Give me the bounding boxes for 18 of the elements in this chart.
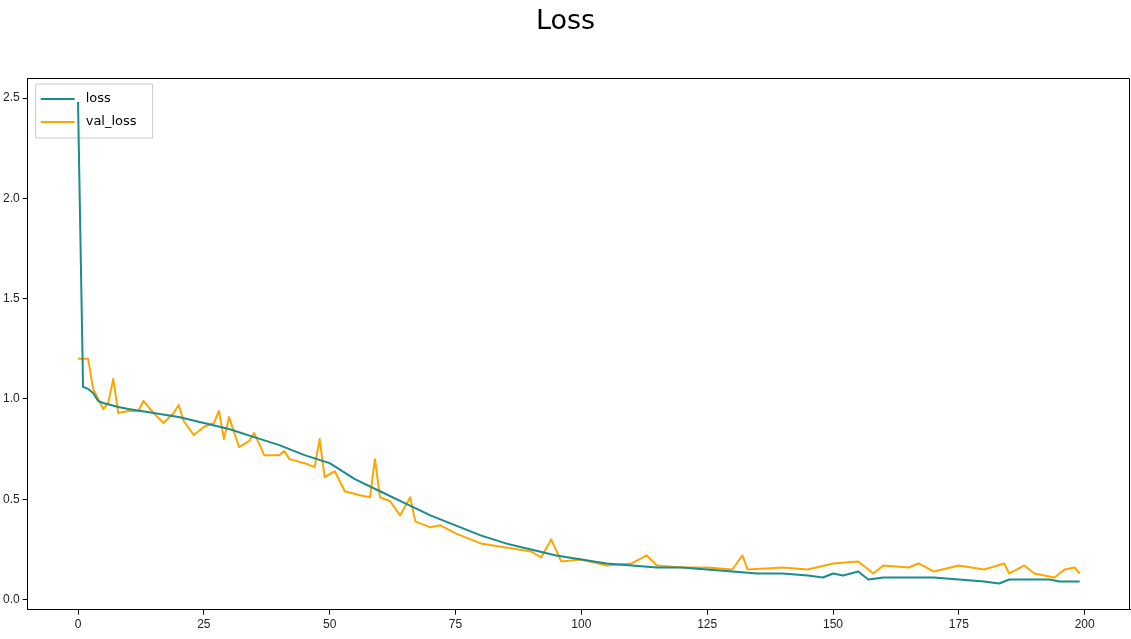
- x-tick-label: 0: [74, 617, 82, 632]
- y-tick-label: 1.0: [2, 391, 20, 406]
- y-tick-label: 0.5: [2, 491, 20, 506]
- x-tick-label: 175: [948, 617, 970, 632]
- x-tick-label: 100: [571, 617, 592, 632]
- legend-label: loss: [85, 90, 112, 106]
- x-tick-label: 25: [197, 617, 211, 632]
- x-tick-label: 200: [1074, 617, 1096, 632]
- x-tick-label: 150: [823, 617, 844, 632]
- y-tick-label: 2.5: [2, 90, 20, 105]
- chart-title: Loss: [534, 4, 597, 35]
- x-tick-label: 75: [448, 617, 463, 632]
- legend-label: val_loss: [85, 113, 137, 129]
- y-tick-label: 1.5: [2, 290, 20, 305]
- y-tick-label: 0.0: [2, 591, 20, 606]
- x-tick-label: 125: [697, 617, 718, 632]
- x-tick-label: 50: [323, 617, 337, 632]
- y-tick-label: 2.0: [2, 190, 20, 205]
